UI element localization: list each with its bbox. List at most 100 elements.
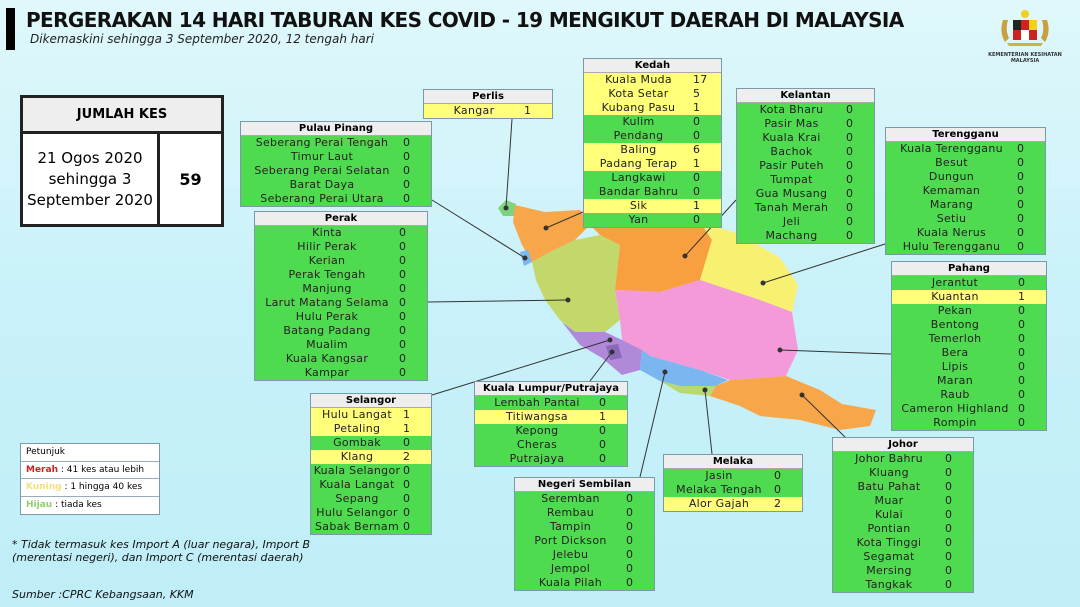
- district-name: Seremban: [541, 492, 600, 505]
- table-row: Kota Setar 5: [584, 87, 721, 101]
- case-count: 0: [945, 578, 953, 591]
- case-count: 0: [945, 508, 953, 521]
- district-name: Cameron Highland: [901, 402, 1009, 415]
- district-name: Yan: [628, 213, 649, 226]
- district-name: Jerantut: [931, 276, 979, 289]
- total-cases-heading: JUMLAH KES: [23, 98, 221, 134]
- case-count: 2: [774, 497, 782, 510]
- table-row: Bentong 0: [892, 318, 1046, 332]
- district-name: Larut Matang Selama: [265, 296, 389, 309]
- district-table-negeri-sembilan: Negeri Sembilan Seremban 0 Rembau 0 Tampin 0 Po…: [514, 477, 655, 591]
- case-count: 0: [1017, 142, 1025, 155]
- district-name: Seberang Perai Selatan: [254, 164, 390, 177]
- table-row: Tampin 0: [515, 520, 654, 534]
- district-name: Kuala Krai: [762, 131, 821, 144]
- map-region-melaka[interactable]: [660, 381, 716, 396]
- table-row: Yan 0: [584, 213, 721, 227]
- district-name: Gombak: [333, 436, 381, 449]
- case-count: 0: [403, 478, 411, 491]
- district-table-perak: Perak Kinta 0 Hilir Perak 0 Kerian 0 Perak Teng…: [254, 211, 428, 381]
- legend-item-hijau: Hijau : tiada kes: [21, 497, 159, 515]
- case-count: 0: [1017, 212, 1025, 225]
- table-header: Pulau Pinang: [241, 122, 431, 136]
- district-name: Bera: [941, 346, 969, 359]
- table-row: Hulu Langat 1: [311, 408, 431, 422]
- case-count: 0: [846, 229, 854, 242]
- case-count: 1: [403, 408, 411, 421]
- case-count: 0: [1018, 360, 1026, 373]
- table-row: Kubang Pasu 1: [584, 101, 721, 115]
- district-name: Kepong: [515, 424, 559, 437]
- legend-item-kuning: Kuning : 1 hingga 40 kes: [21, 479, 159, 497]
- legend-desc: : 41 kes atau lebih: [60, 464, 145, 475]
- district-name: Bachok: [770, 145, 813, 158]
- table-row: Perak Tengah 0: [255, 268, 427, 282]
- table-row: Kulai 0: [833, 508, 973, 522]
- map-region-perak[interactable]: [532, 235, 620, 332]
- case-count: 0: [399, 240, 407, 253]
- district-name: Rembau: [546, 506, 595, 519]
- case-count: 0: [693, 213, 701, 226]
- table-row: Batu Pahat 0: [833, 480, 973, 494]
- district-name: Jelebu: [552, 548, 589, 561]
- district-name: Tanah Merah: [754, 201, 829, 214]
- district-name: Baling: [620, 143, 657, 156]
- map-region-selangor[interactable]: [562, 322, 642, 375]
- table-header: Kuala Lumpur/Putrajaya: [475, 382, 627, 396]
- case-count: 0: [399, 366, 407, 379]
- table-row: Kuala Terengganu 0: [886, 142, 1045, 156]
- case-count: 0: [846, 201, 854, 214]
- case-count: 0: [1018, 346, 1026, 359]
- table-row: Bandar Bahru 0: [584, 185, 721, 199]
- district-name: Kulim: [622, 115, 655, 128]
- table-row: Lembah Pantai 0: [475, 396, 627, 410]
- district-name: Lembah Pantai: [494, 396, 580, 409]
- legend-desc: : 1 hingga 40 kes: [64, 482, 143, 492]
- table-row: Kampar 0: [255, 366, 427, 380]
- district-name: Kuala Nerus: [916, 226, 987, 239]
- table-row: Jelebu 0: [515, 548, 654, 562]
- case-count: 1: [693, 157, 701, 170]
- map-region-pahang[interactable]: [615, 280, 798, 380]
- table-header: Perlis: [424, 90, 552, 104]
- district-name: Setiu: [936, 212, 967, 225]
- table-row: Kerian 0: [255, 254, 427, 268]
- case-count: 0: [626, 562, 634, 575]
- district-name: Sabak Bernam: [315, 520, 399, 533]
- case-count: 0: [599, 424, 607, 437]
- kkm-logo: KEMENTERIAN KESIHATAN MALAYSIA: [982, 8, 1068, 64]
- case-count: 0: [599, 396, 607, 409]
- map-region-kelantan[interactable]: [590, 214, 712, 292]
- district-name: Tangkak: [865, 578, 913, 591]
- map-region-johor[interactable]: [710, 376, 876, 430]
- table-row: Petaling 1: [311, 422, 431, 436]
- table-row: Hulu Terengganu 0: [886, 240, 1045, 254]
- district-name: Melaka Tengah: [676, 483, 762, 496]
- case-count: 17: [693, 73, 708, 86]
- case-count: 0: [774, 483, 782, 496]
- map-region-kedah[interactable]: [513, 205, 590, 262]
- case-count: 0: [1018, 304, 1026, 317]
- case-count: 0: [1018, 416, 1026, 429]
- case-count: 0: [626, 492, 634, 505]
- district-name: Port Dickson: [534, 534, 607, 547]
- table-row: Jasin 0: [664, 469, 802, 483]
- district-name: Alor Gajah: [688, 497, 750, 510]
- table-row: Barat Daya 0: [241, 178, 431, 192]
- table-row: Kuala Kangsar 0: [255, 352, 427, 366]
- table-row: Melaka Tengah 0: [664, 483, 802, 497]
- map-region-negeri-sembilan[interactable]: [640, 350, 728, 386]
- case-count: 1: [599, 410, 607, 423]
- district-name: Kampar: [304, 366, 350, 379]
- case-count: 0: [626, 520, 634, 533]
- map-region-terengganu[interactable]: [700, 222, 798, 312]
- district-name: Gua Musang: [755, 187, 828, 200]
- table-row: Mersing 0: [833, 564, 973, 578]
- district-name: Kota Setar: [608, 87, 669, 100]
- district-name: Lipis: [941, 360, 969, 373]
- table-row: Tanah Merah 0: [737, 201, 874, 215]
- district-table-johor: Johor Johor Bahru 0 Kluang 0 Batu Pahat 0 Muar 0…: [832, 437, 974, 593]
- table-row: Seberang Perai Selatan 0: [241, 164, 431, 178]
- legend-item-merah: Merah : 41 kes atau lebih: [21, 462, 159, 479]
- case-count: 0: [399, 324, 407, 337]
